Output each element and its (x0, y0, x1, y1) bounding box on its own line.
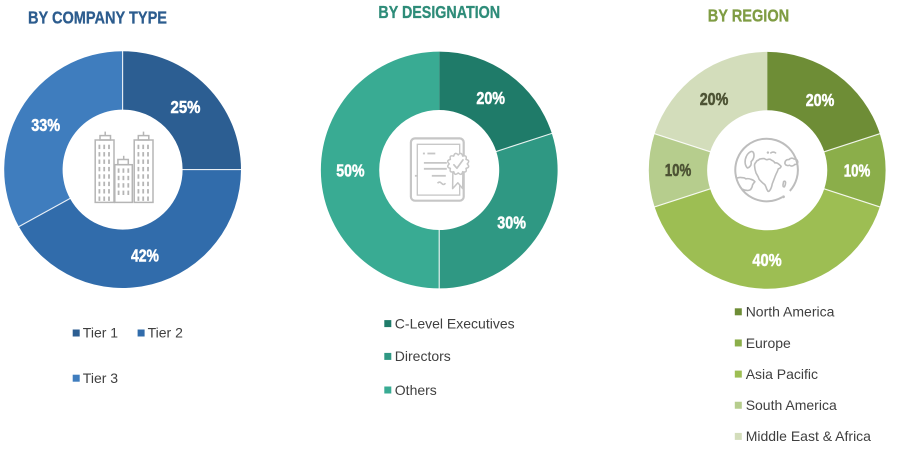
svg-text:25%: 25% (171, 97, 201, 117)
svg-text:BY DESIGNATION: BY DESIGNATION (378, 2, 500, 22)
svg-text:Directors: Directors (395, 348, 451, 364)
svg-text:Asia Pacific: Asia Pacific (746, 366, 818, 382)
svg-text:Tier 1: Tier 1 (83, 325, 118, 341)
svg-text:Middle East & Africa: Middle East & Africa (746, 428, 871, 444)
svg-text:20%: 20% (700, 89, 729, 109)
svg-text:10%: 10% (844, 160, 871, 180)
svg-text:Others: Others (395, 382, 437, 398)
svg-text:30%: 30% (497, 213, 526, 233)
svg-text:50%: 50% (336, 161, 364, 181)
svg-text:33%: 33% (31, 115, 60, 135)
svg-text:C-Level Executives: C-Level Executives (395, 315, 515, 331)
svg-text:North America: North America (746, 304, 835, 320)
svg-text:42%: 42% (131, 245, 159, 265)
svg-text:20%: 20% (476, 88, 505, 108)
svg-text:BY COMPANY TYPE: BY COMPANY TYPE (28, 7, 167, 27)
svg-text:Tier 3: Tier 3 (83, 370, 118, 386)
svg-text:Tier 2: Tier 2 (148, 325, 183, 341)
svg-text:20%: 20% (806, 90, 835, 110)
svg-text:BY REGION: BY REGION (708, 6, 790, 26)
svg-text:10%: 10% (665, 160, 692, 180)
svg-text:South America: South America (746, 397, 837, 413)
svg-text:40%: 40% (752, 250, 782, 270)
svg-text:Europe: Europe (746, 335, 791, 351)
